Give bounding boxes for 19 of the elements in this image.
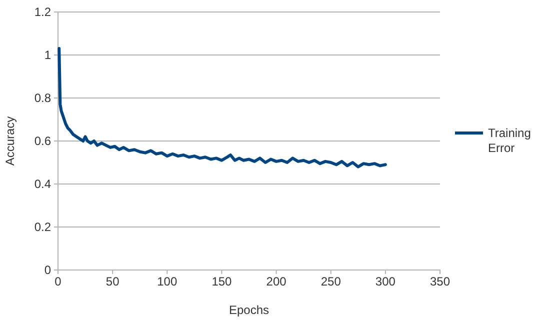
x-tick-label: 50 (106, 274, 120, 289)
y-tick-label: 0.6 (34, 134, 52, 148)
x-tick-label: 100 (157, 274, 178, 289)
y-tick-label: 0.8 (34, 90, 52, 105)
x-tick-label: 150 (212, 274, 232, 289)
x-tick-label: 300 (375, 274, 396, 289)
y-tick-label: 0.4 (34, 176, 52, 191)
y-tick-label: 0 (44, 262, 52, 277)
y-tick-label: 1 (44, 48, 52, 62)
legend-label: Training Error (488, 126, 531, 155)
line-series (58, 47, 387, 168)
x-tick-label: 200 (266, 274, 287, 289)
x-tick-label: 250 (320, 274, 342, 289)
y-tick-label: 1.2 (34, 4, 52, 19)
y-axis-title: Accuracy (3, 116, 17, 166)
y-tick-label: 0.2 (34, 220, 52, 234)
x-tick-label: 0 (54, 274, 62, 289)
x-tick-label: 350 (430, 274, 450, 289)
x-axis-title: Epochs (228, 303, 270, 317)
